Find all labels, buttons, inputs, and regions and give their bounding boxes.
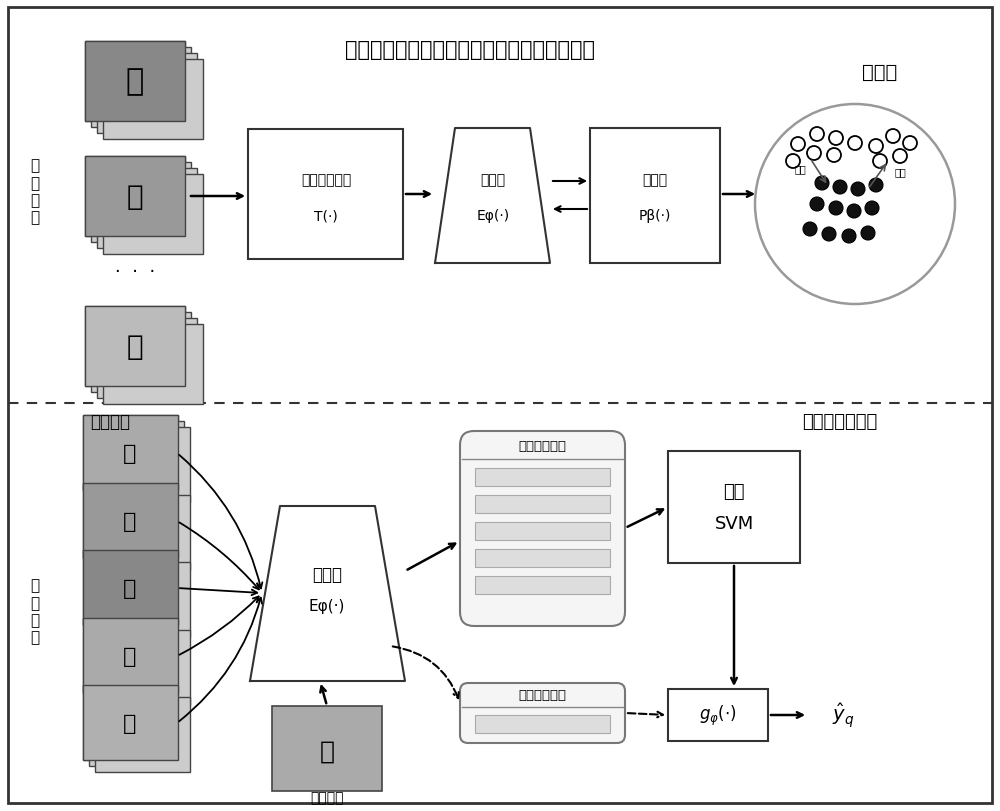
Text: ⚽: ⚽ [123, 713, 137, 733]
Text: 🐕: 🐕 [123, 512, 137, 531]
FancyBboxPatch shape [475, 522, 610, 540]
FancyBboxPatch shape [460, 683, 625, 743]
FancyBboxPatch shape [85, 157, 185, 237]
Text: 🐿: 🐿 [123, 444, 137, 463]
Text: 新类样本: 新类样本 [90, 413, 130, 431]
Circle shape [822, 228, 836, 242]
FancyBboxPatch shape [85, 157, 185, 237]
Circle shape [847, 204, 861, 219]
Text: 查询样本: 查询样本 [310, 790, 344, 804]
FancyBboxPatch shape [85, 307, 185, 387]
Circle shape [829, 202, 843, 216]
FancyBboxPatch shape [91, 163, 191, 242]
FancyBboxPatch shape [85, 307, 185, 387]
Polygon shape [250, 506, 405, 681]
FancyBboxPatch shape [475, 715, 610, 733]
FancyBboxPatch shape [89, 556, 184, 631]
Text: 🦁: 🦁 [126, 67, 144, 97]
Text: 基
类
样
本: 基 类 样 本 [30, 158, 40, 225]
FancyBboxPatch shape [85, 42, 185, 122]
Circle shape [810, 198, 824, 212]
FancyBboxPatch shape [668, 452, 800, 564]
FancyBboxPatch shape [89, 489, 184, 564]
FancyBboxPatch shape [475, 577, 610, 594]
Circle shape [861, 227, 875, 241]
FancyBboxPatch shape [95, 697, 190, 772]
FancyBboxPatch shape [89, 691, 184, 766]
Text: $g_{\varphi}(\cdot)$: $g_{\varphi}(\cdot)$ [699, 703, 737, 727]
Text: 查询样本特征: 查询样本特征 [518, 689, 566, 702]
Circle shape [842, 230, 856, 243]
FancyBboxPatch shape [475, 496, 610, 513]
Text: 新类样本的分类: 新类样本的分类 [802, 413, 878, 431]
FancyBboxPatch shape [95, 562, 190, 637]
FancyBboxPatch shape [83, 618, 178, 693]
Text: 🥛: 🥛 [127, 333, 143, 361]
FancyBboxPatch shape [89, 422, 184, 496]
FancyBboxPatch shape [85, 42, 185, 122]
Text: 🐻: 🐻 [127, 182, 143, 211]
FancyBboxPatch shape [95, 427, 190, 502]
FancyBboxPatch shape [83, 685, 178, 760]
FancyBboxPatch shape [103, 175, 203, 255]
FancyBboxPatch shape [83, 551, 178, 625]
Text: 基于间隔监督对比损失的小样本图像分类方法: 基于间隔监督对比损失的小样本图像分类方法 [345, 40, 595, 60]
FancyBboxPatch shape [91, 312, 191, 393]
Text: 拉近: 拉近 [794, 164, 806, 174]
FancyBboxPatch shape [103, 324, 203, 405]
Text: 图像增强模块: 图像增强模块 [301, 173, 351, 187]
Text: 投影器: 投影器 [642, 173, 668, 187]
Text: Eφ(·): Eφ(·) [476, 208, 510, 223]
Polygon shape [435, 129, 550, 264]
Text: 支
持
样
本: 支 持 样 本 [30, 577, 40, 645]
FancyBboxPatch shape [97, 54, 197, 134]
Text: 编码器: 编码器 [480, 173, 506, 187]
FancyBboxPatch shape [83, 685, 178, 760]
FancyBboxPatch shape [83, 618, 178, 693]
FancyBboxPatch shape [475, 469, 610, 487]
Text: Eφ(·): Eφ(·) [309, 599, 345, 614]
Circle shape [833, 181, 847, 195]
Text: 推远: 推远 [894, 167, 906, 177]
Circle shape [803, 223, 817, 237]
FancyBboxPatch shape [248, 130, 403, 260]
FancyBboxPatch shape [103, 60, 203, 139]
Text: $\hat{y}_q$: $\hat{y}_q$ [832, 701, 854, 729]
Circle shape [865, 202, 879, 216]
FancyBboxPatch shape [91, 48, 191, 128]
Circle shape [869, 178, 883, 193]
FancyBboxPatch shape [83, 415, 178, 491]
Circle shape [851, 182, 865, 197]
Text: ·  ·  ·: · · · [115, 263, 155, 281]
FancyBboxPatch shape [8, 8, 992, 803]
Text: Pβ(·): Pβ(·) [639, 208, 671, 223]
FancyBboxPatch shape [83, 483, 178, 558]
Circle shape [815, 177, 829, 191]
FancyBboxPatch shape [475, 549, 610, 568]
FancyBboxPatch shape [83, 483, 178, 558]
FancyBboxPatch shape [95, 630, 190, 705]
Text: 🦗: 🦗 [123, 578, 137, 599]
FancyBboxPatch shape [89, 624, 184, 699]
Text: 编码器: 编码器 [312, 565, 342, 583]
FancyBboxPatch shape [83, 415, 178, 491]
Text: SVM: SVM [714, 514, 754, 532]
FancyBboxPatch shape [590, 129, 720, 264]
FancyBboxPatch shape [97, 169, 197, 249]
Text: 🐕: 🐕 [320, 739, 334, 763]
Text: 🏺: 🏺 [123, 646, 137, 666]
FancyBboxPatch shape [97, 319, 197, 398]
FancyBboxPatch shape [95, 496, 190, 570]
Text: 支持样本特征: 支持样本特征 [518, 440, 566, 453]
Text: 训练: 训练 [723, 483, 745, 500]
Text: T(·): T(·) [314, 208, 338, 223]
FancyBboxPatch shape [668, 689, 768, 741]
Text: 预训练: 预训练 [862, 62, 898, 81]
FancyBboxPatch shape [272, 706, 382, 791]
FancyBboxPatch shape [83, 551, 178, 625]
FancyBboxPatch shape [460, 431, 625, 626]
